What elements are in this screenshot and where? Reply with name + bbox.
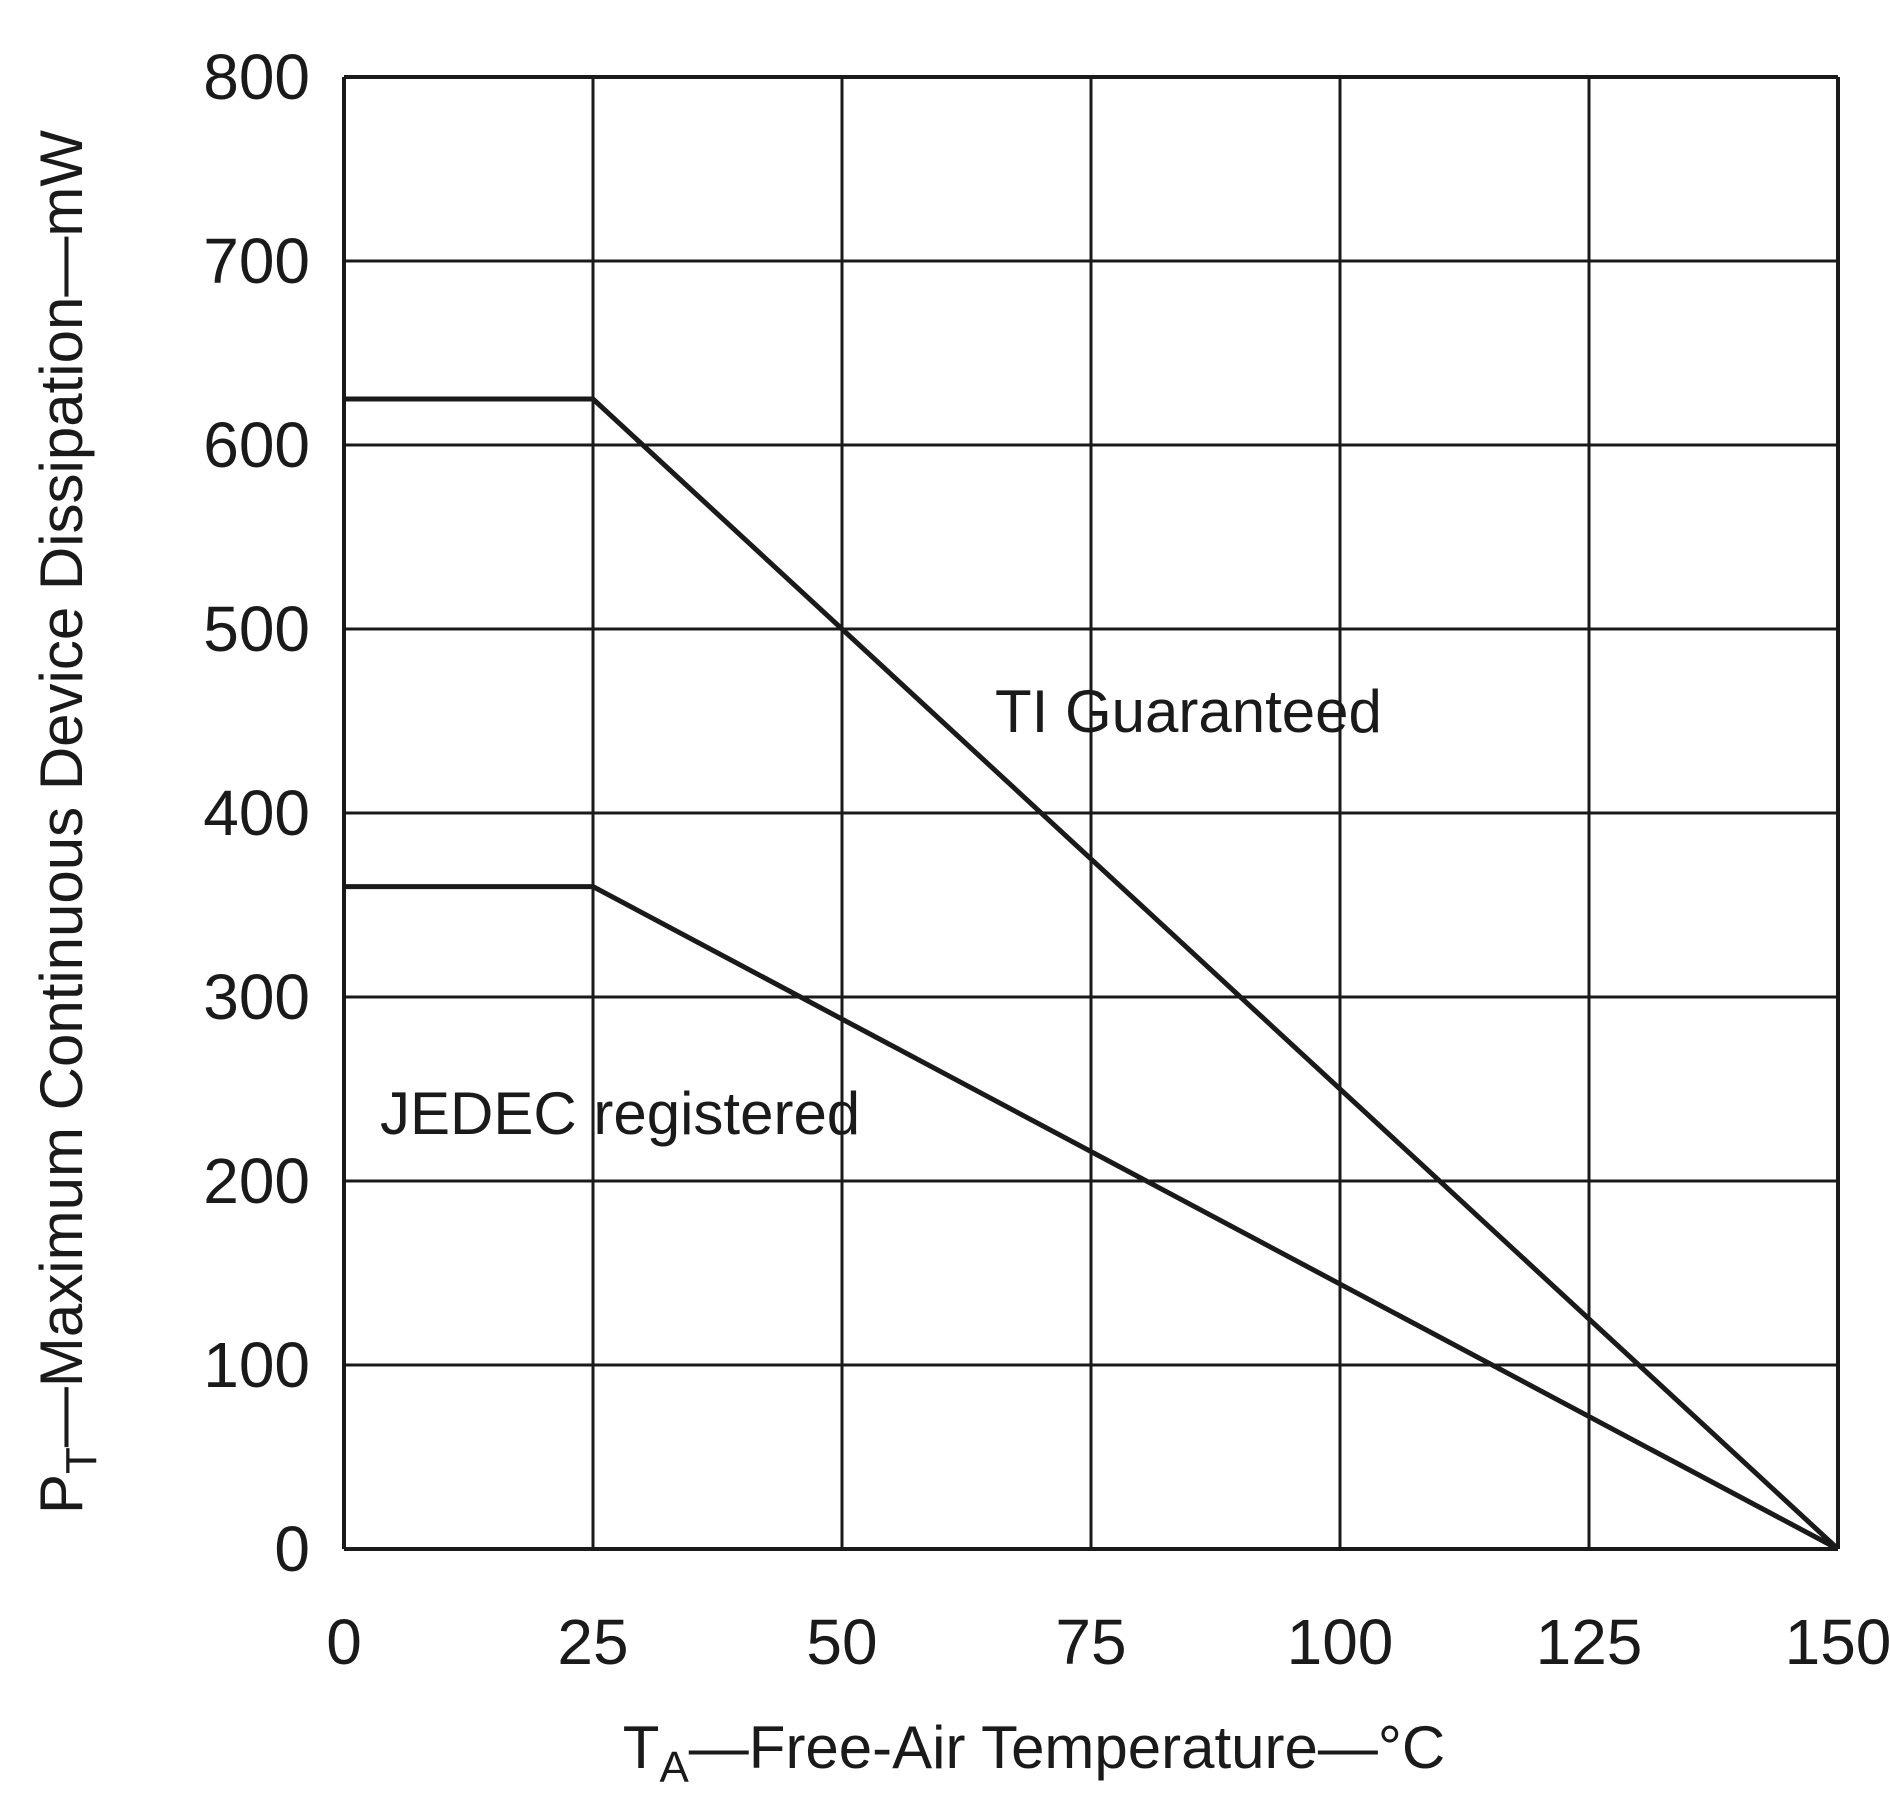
x-tick-label-25: 25 — [557, 1606, 628, 1678]
grid — [342, 75, 1840, 1551]
x-tick-label-125: 125 — [1536, 1606, 1643, 1678]
y-tick-label-600: 600 — [203, 409, 310, 481]
x-tick-label-75: 75 — [1055, 1606, 1126, 1678]
x-tick-labels: 0 25 50 75 100 125 150 — [326, 1606, 1890, 1678]
y-tick-label-200: 200 — [203, 1145, 310, 1217]
y-tick-label-400: 400 — [203, 777, 310, 849]
x-axis-text: —Free-Air Temperature—°C — [689, 1714, 1445, 1781]
y-tick-label-100: 100 — [203, 1329, 310, 1401]
y-tick-label-300: 300 — [203, 961, 310, 1033]
series-label-jedec-registered: JEDEC registered — [380, 1080, 860, 1147]
y-axis-text: —Maximum Continuous Device Dissipation—m… — [28, 130, 95, 1447]
x-axis-title: TA—Free-Air Temperature—°C — [623, 1714, 1445, 1792]
y-axis-symbol: P — [28, 1474, 95, 1514]
x-axis-subscript: A — [659, 1743, 689, 1792]
y-tick-labels: 0 100 200 300 400 500 600 700 800 — [203, 41, 310, 1585]
x-tick-label-150: 150 — [1785, 1606, 1890, 1678]
y-tick-label-500: 500 — [203, 593, 310, 665]
y-axis-subscript: T — [57, 1447, 106, 1474]
series-line-jedec-registered — [344, 884, 1840, 1552]
x-axis-symbol: T — [623, 1714, 660, 1781]
y-axis-title: PT—Maximum Continuous Device Dissipation… — [28, 130, 106, 1514]
series-line-ti-guaranteed — [344, 396, 1840, 1551]
y-tick-label-800: 800 — [203, 41, 310, 113]
y-tick-label-700: 700 — [203, 225, 310, 297]
x-tick-label-0: 0 — [326, 1606, 362, 1678]
series-label-ti-guaranteed: TI Guaranteed — [995, 678, 1382, 745]
series-lines — [344, 396, 1840, 1552]
y-tick-label-0: 0 — [274, 1513, 310, 1585]
x-tick-label-50: 50 — [806, 1606, 877, 1678]
x-tick-label-100: 100 — [1287, 1606, 1394, 1678]
